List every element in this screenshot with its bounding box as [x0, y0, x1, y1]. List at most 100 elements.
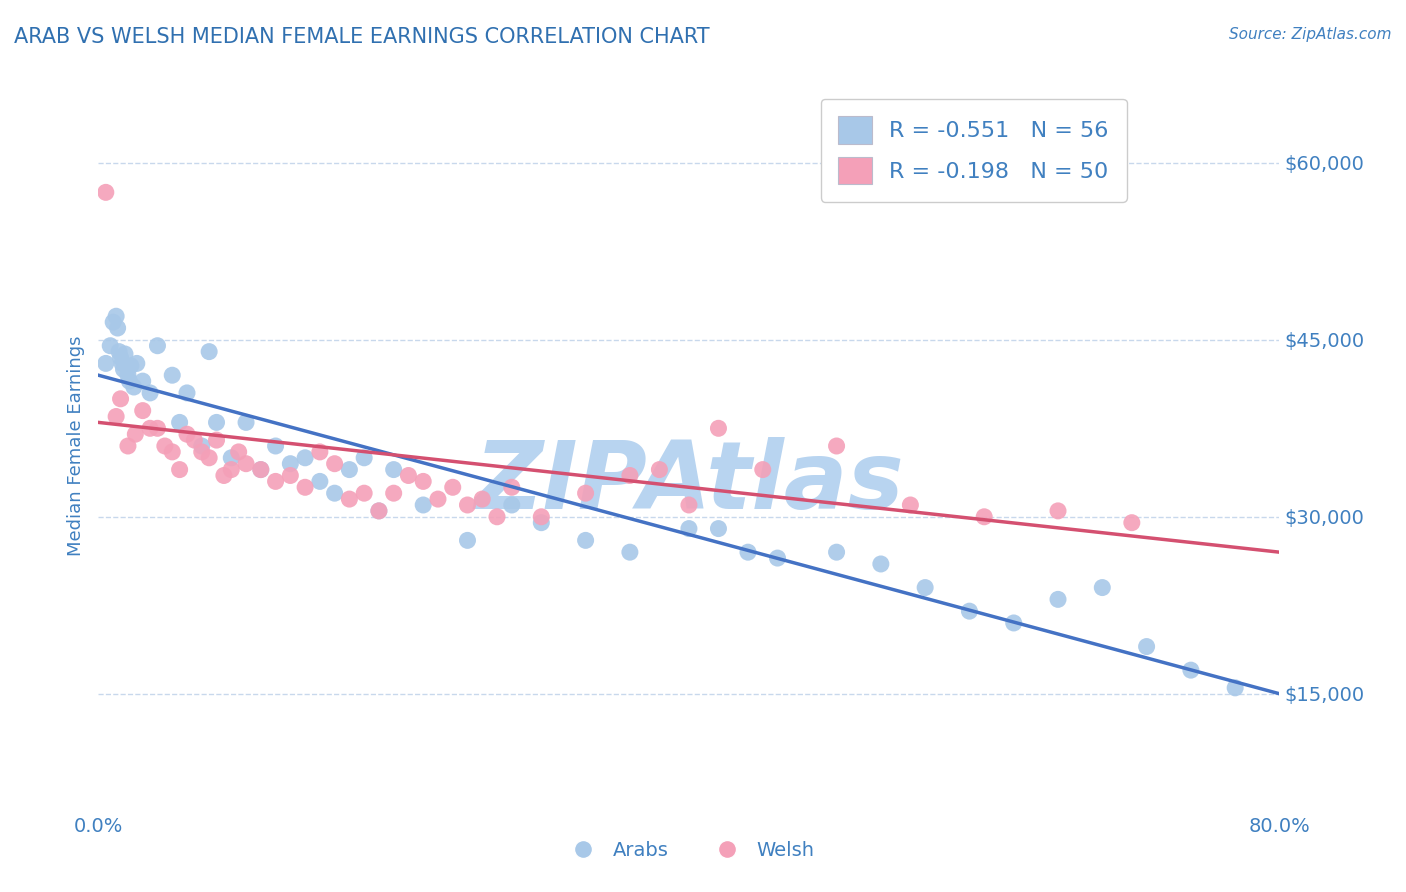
Point [368, 504, 391, 518]
Point [678, 498, 700, 512]
Point [132, 374, 155, 388]
Point [125, 356, 148, 370]
Point [457, 533, 479, 548]
Point [353, 486, 375, 500]
Point [339, 462, 361, 476]
Point [105, 310, 128, 324]
Point [501, 498, 523, 512]
Point [162, 368, 183, 383]
Point [648, 462, 671, 476]
Point [264, 439, 287, 453]
Point [153, 439, 176, 453]
Point [412, 498, 434, 512]
Point [1047, 592, 1070, 607]
Point [412, 475, 434, 489]
Point [117, 439, 139, 453]
Point [111, 356, 134, 370]
Point [294, 480, 316, 494]
Point [382, 462, 405, 476]
Point [98, 339, 121, 353]
Point [122, 380, 145, 394]
Point [176, 385, 198, 400]
Point [707, 421, 730, 435]
Point [959, 604, 981, 618]
Point [619, 545, 641, 559]
Point [139, 421, 162, 435]
Point [110, 351, 132, 365]
Point [205, 416, 228, 430]
Point [382, 486, 405, 500]
Point [198, 450, 221, 465]
Point [575, 533, 598, 548]
Point [825, 439, 848, 453]
Point [191, 439, 214, 453]
Point [1121, 516, 1143, 530]
Point [1225, 681, 1247, 695]
Text: ZIPAtlas: ZIPAtlas [474, 436, 904, 529]
Point [103, 315, 125, 329]
Point [176, 427, 198, 442]
Point [441, 480, 464, 494]
Point [169, 462, 191, 476]
Point [707, 522, 730, 536]
Point [1180, 663, 1202, 677]
Point [825, 545, 848, 559]
Point [501, 480, 523, 494]
Point [264, 475, 287, 489]
Point [353, 450, 375, 465]
Point [112, 362, 135, 376]
Point [1002, 615, 1025, 630]
Point [221, 462, 243, 476]
Text: ARAB VS WELSH MEDIAN FEMALE EARNINGS CORRELATION CHART: ARAB VS WELSH MEDIAN FEMALE EARNINGS COR… [14, 27, 710, 46]
Point [1091, 581, 1114, 595]
Point [94, 356, 117, 370]
Point [146, 421, 169, 435]
Point [110, 392, 132, 406]
Point [766, 551, 789, 566]
Point [530, 516, 553, 530]
Point [323, 457, 346, 471]
Point [118, 374, 141, 388]
Point [309, 475, 332, 489]
Point [870, 557, 893, 571]
Text: Source: ZipAtlas.com: Source: ZipAtlas.com [1229, 27, 1392, 42]
Point [124, 427, 146, 442]
Point [471, 492, 494, 507]
Point [427, 492, 450, 507]
Point [752, 462, 775, 476]
Point [339, 492, 361, 507]
Point [457, 498, 479, 512]
Point [250, 462, 273, 476]
Point [132, 403, 155, 417]
Point [162, 445, 183, 459]
Legend: Arabs, Welsh: Arabs, Welsh [557, 833, 821, 868]
Point [120, 359, 142, 373]
Point [198, 344, 221, 359]
Point [323, 486, 346, 500]
Point [900, 498, 922, 512]
Point [973, 509, 995, 524]
Point [398, 468, 420, 483]
Point [914, 581, 936, 595]
Point [191, 445, 214, 459]
Point [678, 522, 700, 536]
Point [235, 416, 257, 430]
Point [280, 468, 302, 483]
Point [146, 339, 169, 353]
Point [107, 321, 129, 335]
Point [105, 409, 128, 424]
Point [575, 486, 598, 500]
Point [250, 462, 273, 476]
Point [205, 433, 228, 447]
Point [530, 509, 553, 524]
Y-axis label: Median Female Earnings: Median Female Earnings [66, 335, 84, 557]
Point [1047, 504, 1070, 518]
Point [183, 433, 205, 447]
Point [235, 457, 257, 471]
Point [169, 416, 191, 430]
Point [108, 344, 131, 359]
Point [280, 457, 302, 471]
Point [212, 468, 235, 483]
Point [619, 468, 641, 483]
Point [139, 385, 162, 400]
